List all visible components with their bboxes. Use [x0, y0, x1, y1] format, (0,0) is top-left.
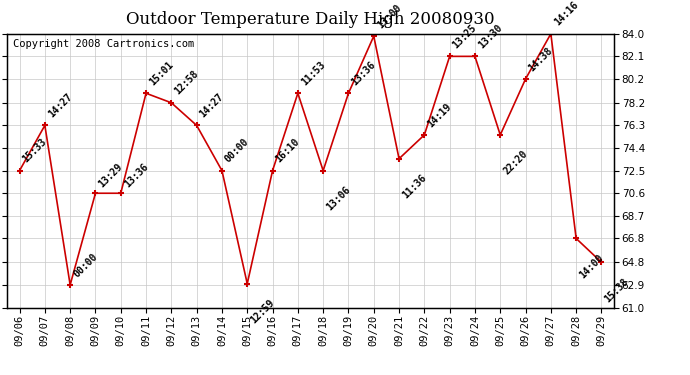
Text: 14:38: 14:38 — [527, 45, 555, 73]
Text: 13:36: 13:36 — [350, 60, 377, 87]
Text: 16:10: 16:10 — [274, 137, 302, 165]
Text: 14:19: 14:19 — [426, 101, 453, 129]
Text: Copyright 2008 Cartronics.com: Copyright 2008 Cartronics.com — [13, 39, 194, 49]
Text: 22:20: 22:20 — [502, 149, 529, 177]
Text: 14:27: 14:27 — [198, 92, 226, 120]
Text: 14:16: 14:16 — [552, 0, 580, 28]
Text: 13:06: 13:06 — [324, 184, 353, 212]
Text: 15:01: 15:01 — [148, 60, 175, 87]
Text: 00:00: 00:00 — [72, 251, 99, 279]
Text: 13:25: 13:25 — [451, 22, 479, 50]
Text: 15:33: 15:33 — [21, 137, 49, 165]
Text: 13:30: 13:30 — [476, 22, 504, 50]
Text: 14:00: 14:00 — [578, 252, 605, 280]
Text: 13:29: 13:29 — [97, 162, 125, 190]
Text: 11:36: 11:36 — [400, 172, 428, 200]
Text: 15:38: 15:38 — [603, 276, 631, 304]
Text: 14:27: 14:27 — [46, 92, 74, 120]
Text: 13:36: 13:36 — [122, 162, 150, 190]
Text: 00:00: 00:00 — [224, 137, 251, 165]
Text: 12:58: 12:58 — [172, 69, 201, 97]
Text: 11:53: 11:53 — [299, 60, 327, 87]
Text: 13:00: 13:00 — [375, 2, 403, 30]
Text: 12:59: 12:59 — [248, 297, 277, 326]
Text: Outdoor Temperature Daily High 20080930: Outdoor Temperature Daily High 20080930 — [126, 11, 495, 28]
